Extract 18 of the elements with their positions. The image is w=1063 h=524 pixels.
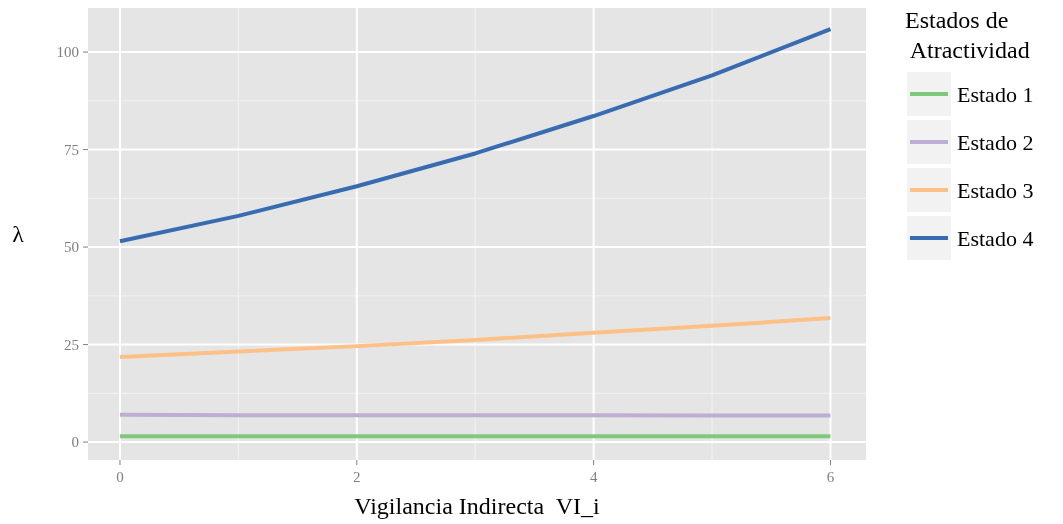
x-axis-title: Vigilancia Indirecta VI_i — [354, 493, 601, 519]
legend-label: Estado 3 — [957, 177, 1034, 203]
x-tick-label: 0 — [116, 469, 124, 485]
line-series — [117, 27, 833, 244]
x-tick-label: 6 — [826, 469, 835, 485]
legend-label: Estado 2 — [957, 129, 1034, 155]
legend-label: Estado 1 — [957, 81, 1034, 107]
y-tick-label: 100 — [56, 44, 79, 61]
y-tick-label: 25 — [64, 336, 79, 353]
y-tick-label: 75 — [64, 141, 79, 158]
y-tick-label: 0 — [71, 434, 79, 451]
x-tick-label: 4 — [589, 469, 598, 485]
y-tick-label: 50 — [64, 239, 79, 256]
x-tick-label: 2 — [353, 469, 361, 485]
y-axis-title: λ — [12, 221, 25, 248]
line-series — [117, 316, 833, 360]
legend-title: Estados de Atractividad — [905, 7, 1030, 63]
legend-label: Estado 4 — [957, 225, 1034, 251]
